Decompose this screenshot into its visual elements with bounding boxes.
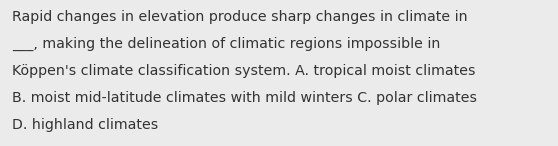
Text: ___, making the delineation of climatic regions impossible in: ___, making the delineation of climatic … bbox=[12, 37, 441, 51]
Text: D. highland climates: D. highland climates bbox=[12, 118, 158, 132]
Text: Rapid changes in elevation produce sharp changes in climate in: Rapid changes in elevation produce sharp… bbox=[12, 10, 468, 24]
Text: B. moist mid-latitude climates with mild winters C. polar climates: B. moist mid-latitude climates with mild… bbox=[12, 91, 477, 105]
Text: Köppen's climate classification system. A. tropical moist climates: Köppen's climate classification system. … bbox=[12, 64, 476, 78]
